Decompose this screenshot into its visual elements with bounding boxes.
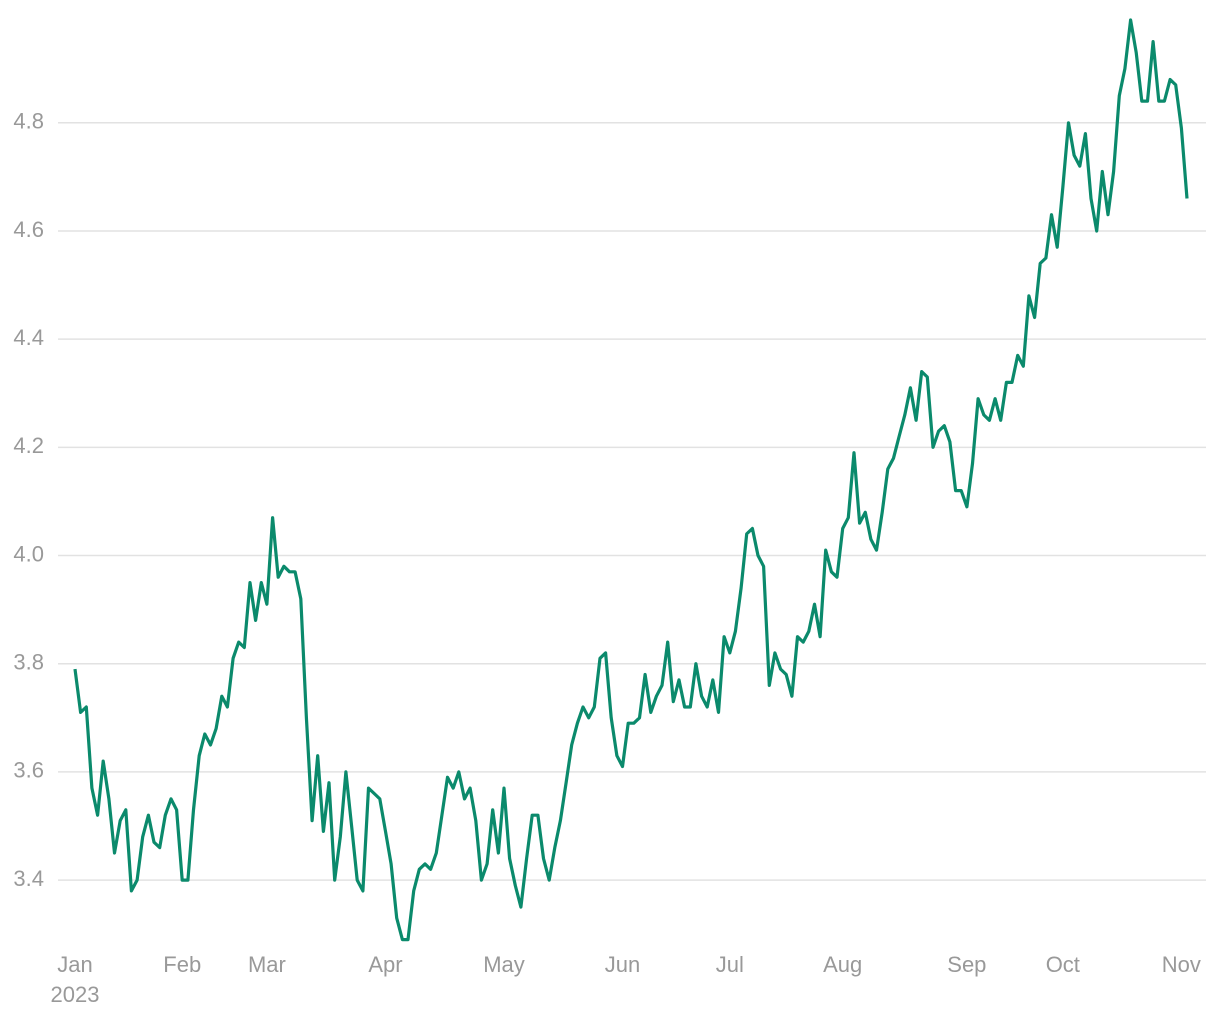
x-tick-label: Aug <box>823 952 862 977</box>
x-tick-label: Oct <box>1046 952 1080 977</box>
y-tick-label: 4.8 <box>13 109 44 134</box>
x-tick-label: Apr <box>368 952 402 977</box>
x-tick-label: Jan <box>57 952 92 977</box>
y-tick-label: 3.6 <box>13 758 44 783</box>
y-tick-label: 4.0 <box>13 541 44 566</box>
x-tick-label: Jun <box>605 952 640 977</box>
y-tick-label: 4.4 <box>13 325 44 350</box>
x-tick-label: Nov <box>1162 952 1201 977</box>
y-tick-label: 4.6 <box>13 217 44 242</box>
x-tick-label: Jul <box>716 952 744 977</box>
x-tick-label: May <box>483 952 525 977</box>
x-year-label: 2023 <box>51 982 100 1007</box>
x-tick-label: Sep <box>947 952 986 977</box>
y-tick-label: 3.8 <box>13 650 44 675</box>
x-tick-label: Feb <box>163 952 201 977</box>
y-tick-label: 3.4 <box>13 866 44 891</box>
y-tick-label: 4.2 <box>13 433 44 458</box>
series-line <box>73 18 1189 942</box>
x-tick-label: Mar <box>248 952 286 977</box>
